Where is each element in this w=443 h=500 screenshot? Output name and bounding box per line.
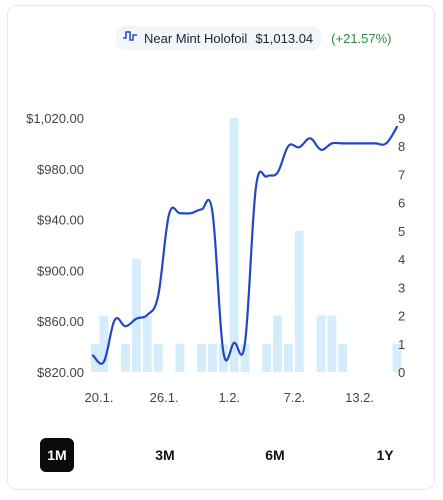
- period-selector: 1M 3M 6M 1Y: [40, 438, 410, 472]
- y-left-tick-label: $820.00: [37, 365, 84, 380]
- legend-series-price: $1,013.04: [255, 30, 314, 46]
- y-right-tick-label: 1: [398, 337, 405, 352]
- x-tick-label: 13.2.: [345, 390, 374, 405]
- period-button-1m[interactable]: 1M: [40, 438, 74, 472]
- volume-bar: [131, 259, 141, 372]
- volume-bar: [121, 343, 131, 372]
- volume-bar: [240, 343, 250, 372]
- y-right-tick-label: 3: [398, 280, 405, 295]
- x-tick-label: 7.2.: [284, 390, 306, 405]
- volume-bar: [175, 343, 185, 372]
- volume-bar: [283, 343, 293, 372]
- volume-bar: [262, 343, 272, 372]
- period-button-6m[interactable]: 6M: [265, 447, 285, 463]
- period-button-1y[interactable]: 1Y: [376, 447, 394, 463]
- volume-bar: [207, 343, 217, 372]
- volume-bar: [229, 118, 239, 372]
- price-line: [91, 125, 399, 365]
- y-right-tick-label: 2: [398, 309, 405, 324]
- x-tick-label: 1.2.: [218, 390, 240, 405]
- y-right-tick-label: 7: [398, 167, 405, 182]
- volume-bar: [153, 343, 163, 372]
- y-left-tick-label: $900.00: [37, 263, 84, 278]
- price-history-card: [7, 5, 435, 490]
- volume-bar: [327, 315, 337, 372]
- volume-bar: [294, 230, 304, 372]
- volume-bar: [99, 315, 109, 372]
- price-chart: $820.00 $860.00 $900.00 $940.00 $980.00 $1,02…: [26, 111, 405, 405]
- volume-bar: [273, 315, 283, 372]
- volume-bar: [316, 315, 326, 372]
- chart-legend: Near Mint Holofoil $1,013.04 (+21.57%): [116, 26, 392, 50]
- x-tick-label: 20.1.: [85, 390, 114, 405]
- volume-bar: [338, 343, 348, 372]
- legend-price-change: (+21.57%): [331, 30, 392, 46]
- legend-series-name: Near Mint Holofoil: [144, 30, 248, 46]
- y-right-tick-label: 5: [398, 224, 405, 239]
- volume-bar: [218, 343, 228, 372]
- legend-series-toggle[interactable]: Near Mint Holofoil $1,013.04: [116, 26, 322, 50]
- step-line-icon: [122, 29, 138, 48]
- y-left-tick-label: $980.00: [37, 162, 84, 177]
- y-right-tick-label: 8: [398, 139, 405, 154]
- y-right-tick-label: 9: [398, 111, 405, 126]
- y-left-tick-label: $940.00: [37, 213, 84, 228]
- x-tick-label: 26.1.: [150, 390, 179, 405]
- volume-bar: [197, 343, 207, 372]
- y-left-tick-label: $860.00: [37, 314, 84, 329]
- volume-bar: [392, 343, 402, 372]
- period-button-3m[interactable]: 3M: [155, 447, 175, 463]
- volume-bar: [142, 315, 152, 372]
- y-left-tick-label: $1,020.00: [26, 111, 84, 126]
- y-right-tick-label: 6: [398, 196, 405, 211]
- y-right-tick-label: 4: [398, 252, 405, 267]
- y-right-tick-label: 0: [398, 365, 405, 380]
